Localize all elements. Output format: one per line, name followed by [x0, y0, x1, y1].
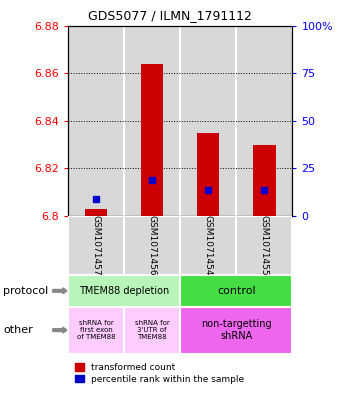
Text: GSM1071455: GSM1071455: [260, 215, 269, 276]
Bar: [236, 216, 292, 275]
Bar: [68, 275, 180, 307]
Text: other: other: [3, 325, 33, 335]
Bar: [180, 307, 292, 354]
Bar: [68, 307, 124, 354]
Bar: [180, 275, 292, 307]
Text: GSM1071456: GSM1071456: [148, 215, 157, 276]
Bar: [124, 216, 180, 275]
Bar: [68, 26, 124, 216]
Text: control: control: [217, 286, 256, 296]
Legend: transformed count, percentile rank within the sample: transformed count, percentile rank withi…: [75, 363, 244, 384]
Text: non-targetting
shRNA: non-targetting shRNA: [201, 319, 272, 341]
Bar: [124, 26, 180, 216]
Bar: [85, 209, 107, 216]
Bar: [68, 216, 124, 275]
Text: TMEM88 depletion: TMEM88 depletion: [79, 286, 169, 296]
Text: GDS5077 / ILMN_1791112: GDS5077 / ILMN_1791112: [88, 9, 252, 22]
Bar: [141, 64, 163, 216]
Bar: [197, 133, 219, 216]
Text: shRNA for
3'UTR of
TMEM88: shRNA for 3'UTR of TMEM88: [135, 320, 170, 340]
Bar: [180, 26, 236, 216]
Bar: [180, 216, 236, 275]
Bar: [253, 145, 275, 216]
Text: GSM1071454: GSM1071454: [204, 215, 213, 276]
Bar: [124, 307, 180, 354]
Text: shRNA for
first exon
of TMEM88: shRNA for first exon of TMEM88: [77, 320, 115, 340]
Bar: [236, 26, 292, 216]
Text: GSM1071457: GSM1071457: [91, 215, 101, 276]
Text: protocol: protocol: [3, 286, 49, 296]
